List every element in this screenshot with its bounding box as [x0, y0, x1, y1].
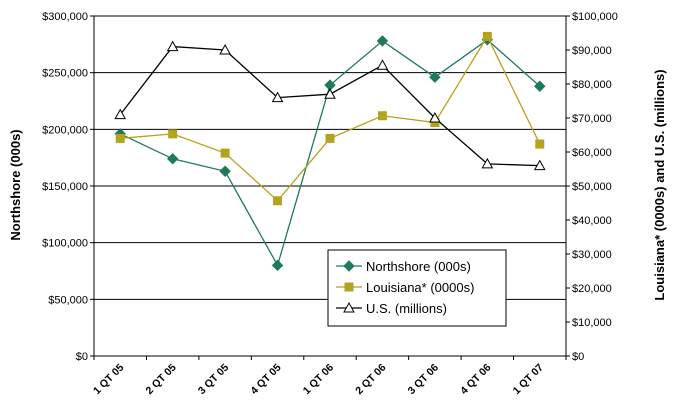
series-line: [120, 35, 541, 202]
data-point: [325, 133, 335, 143]
right-tick-label: $60,000: [572, 147, 612, 159]
legend-item: U.S. (millions): [336, 301, 447, 316]
legend-box: [327, 249, 507, 327]
right-tick-label: $10,000: [572, 317, 612, 329]
series: [114, 34, 546, 272]
legend-label: Northshore (000s): [366, 259, 471, 274]
right-tick-label: $30,000: [572, 249, 612, 261]
x-tick-label: 1 QT 06: [301, 362, 336, 397]
x-axis-ticks: 1 QT 05 2 QT 05 3 QT 05 4 QT 05 1 QT 06 2 QT …: [91, 356, 567, 397]
x-tick-label: 4 QT 06: [458, 362, 493, 397]
left-tick-label: $300,000: [42, 11, 88, 23]
data-point: [115, 133, 125, 143]
x-tick-label: 2 QT 06: [353, 362, 388, 397]
right-tick-label: $40,000: [572, 215, 612, 227]
right-tick-label: $0: [572, 351, 584, 363]
series-line: [119, 45, 540, 167]
series-layer: [114, 31, 546, 272]
series: [115, 31, 545, 206]
data-point: [271, 91, 284, 103]
data-point: [166, 153, 179, 165]
x-tick-label: 1 QT 07: [511, 362, 546, 397]
left-tick-label: $200,000: [42, 124, 88, 136]
right-tick-label: $90,000: [572, 45, 612, 57]
data-point: [376, 59, 389, 70]
data-point: [343, 260, 355, 272]
data-point: [219, 43, 231, 55]
right-tick-label: $70,000: [572, 113, 612, 125]
legend-item: Louisiana* (0000s): [336, 280, 474, 295]
right-tick-label: $50,000: [572, 181, 612, 193]
legend: Northshore (000s) Louisiana* (0000s) U.S. …: [327, 249, 507, 327]
data-point: [429, 71, 441, 83]
data-point: [343, 301, 355, 313]
left-tick-label: $50,000: [48, 294, 88, 306]
series: [114, 40, 546, 171]
data-point: [220, 148, 230, 158]
x-tick-label: 3 QT 05: [196, 362, 231, 397]
series-line: [119, 38, 541, 268]
legend-item: Northshore (000s): [336, 259, 471, 274]
data-point: [273, 196, 283, 206]
right-tick-label: $20,000: [572, 283, 612, 295]
data-point: [114, 108, 127, 120]
legend-label: Louisiana* (0000s): [366, 280, 474, 295]
left-tick-label: $250,000: [42, 68, 88, 80]
left-tick-label: $150,000: [42, 181, 88, 193]
data-point: [535, 139, 545, 149]
data-point: [168, 129, 178, 139]
data-point: [533, 159, 546, 171]
data-point: [534, 80, 546, 92]
data-point: [271, 259, 284, 272]
left-tick-label: $0: [76, 351, 88, 363]
legend-label: U.S. (millions): [366, 301, 447, 316]
right-axis-ticks: $0 $10,000 $20,000 $30,000 $40,000 $50,000 $60…: [566, 11, 618, 363]
x-tick-label: 1 QT 05: [91, 362, 126, 397]
right-axis-title: Louisiana* (0000s) and U.S. (millions): [652, 69, 667, 300]
data-point: [219, 165, 231, 177]
data-point: [482, 31, 492, 41]
left-axis-title: Northshore (000s): [8, 129, 23, 240]
data-point: [344, 282, 354, 292]
right-tick-label: $100,000: [572, 11, 618, 23]
data-point: [376, 35, 389, 47]
data-point: [166, 40, 179, 52]
data-point: [429, 111, 441, 123]
left-axis-ticks: $0 $50,000 $100,000 $150,000 $200,000 $250,00…: [42, 11, 94, 363]
data-point: [377, 111, 387, 121]
data-point: [324, 88, 336, 99]
right-tick-label: $80,000: [572, 79, 612, 91]
left-tick-label: $100,000: [42, 238, 88, 250]
x-tick-label: 3 QT 06: [406, 362, 441, 397]
x-tick-label: 2 QT 05: [143, 362, 178, 397]
x-tick-label: 4 QT 05: [248, 362, 283, 397]
data-point: [481, 157, 494, 169]
